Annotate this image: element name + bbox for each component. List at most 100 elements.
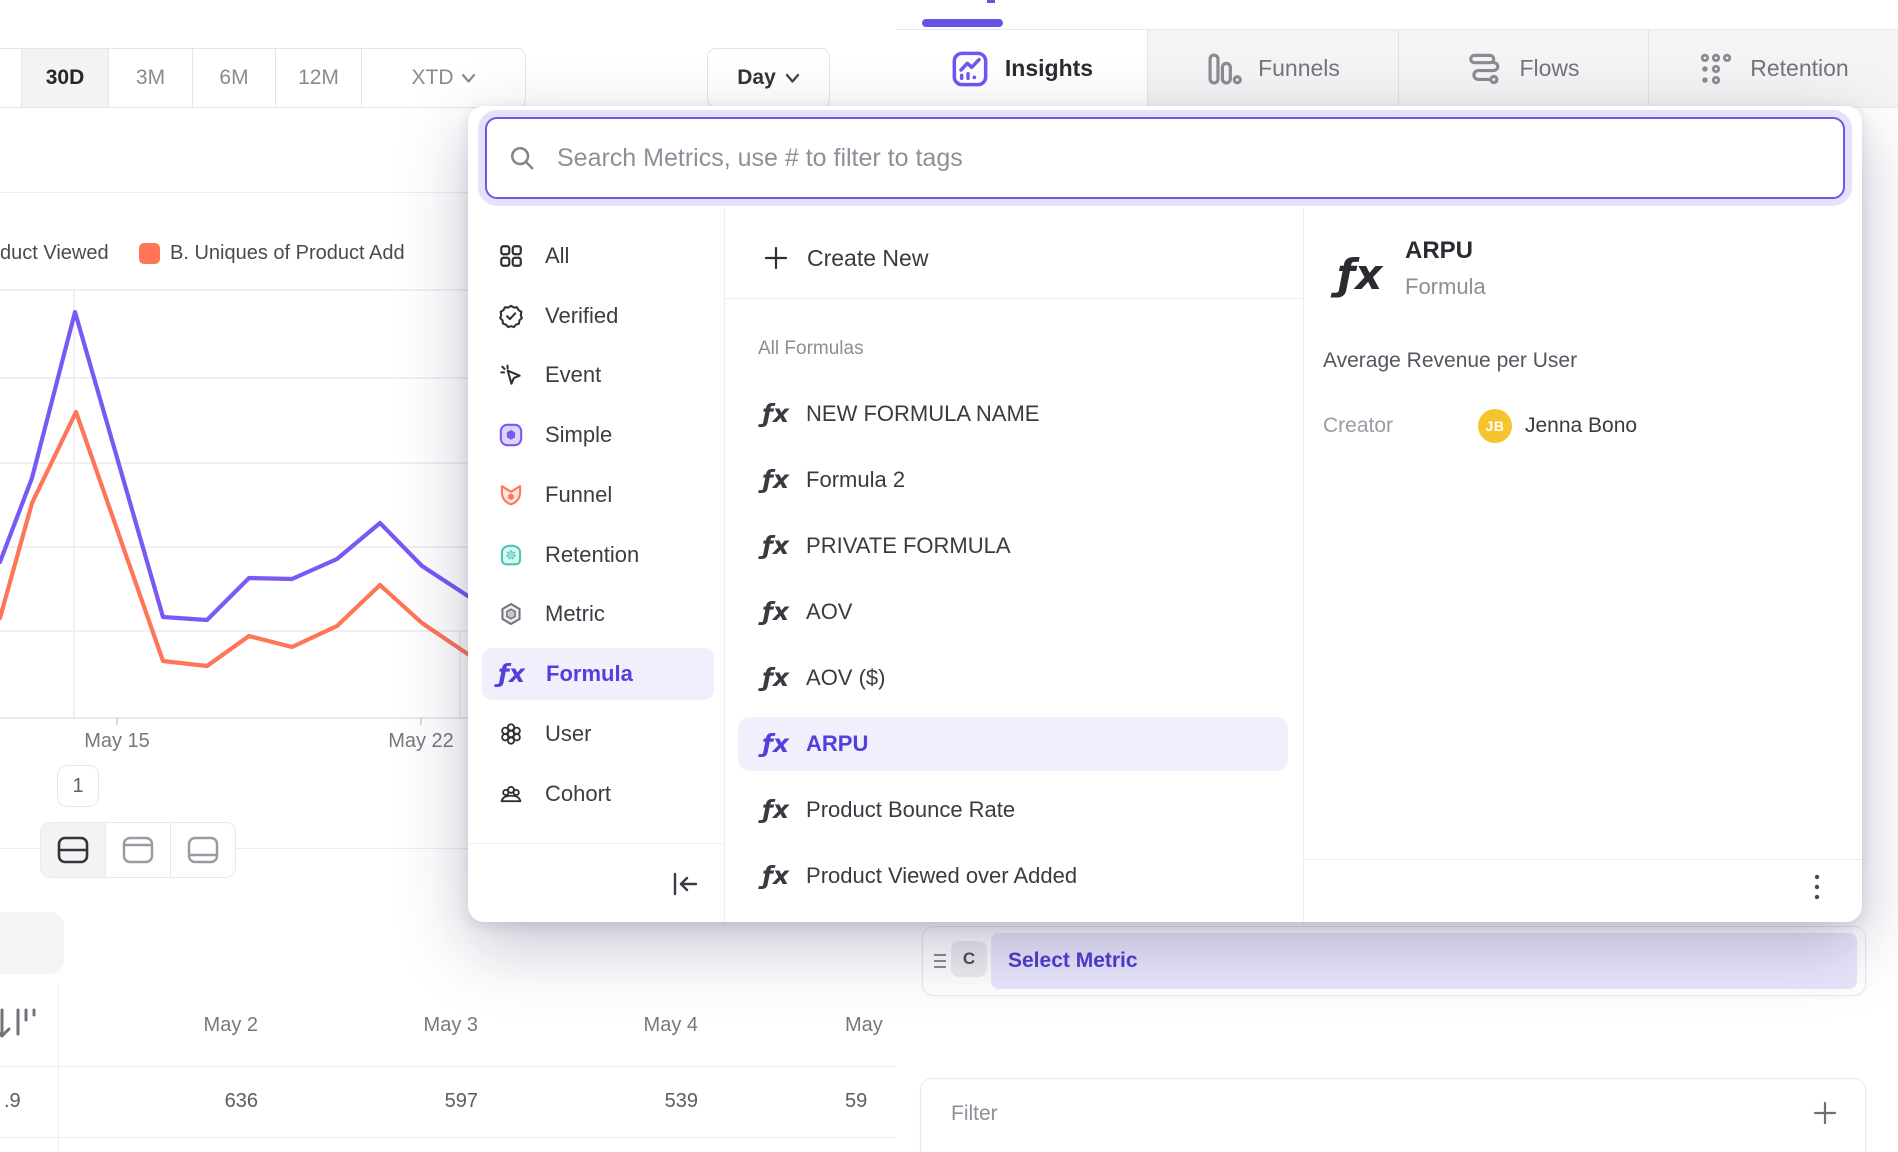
creator-row: Creator JB Jenna Bono xyxy=(1323,409,1637,443)
detail-title: ARPU xyxy=(1405,237,1474,264)
formula-item[interactable]: ƒx PRIVATE FORMULA xyxy=(762,530,1011,560)
date-range-3m[interactable]: 3M xyxy=(108,49,192,107)
filter-label: Filter xyxy=(951,1102,998,1125)
view-tab-strip: Insights Funnels Flows xyxy=(896,29,1898,108)
chart-table-divider xyxy=(0,848,896,849)
formula-fx-icon: ƒx xyxy=(762,464,790,494)
verified-badge-icon xyxy=(499,304,523,329)
category-retention[interactable]: Retention xyxy=(482,529,714,581)
layout-split-button[interactable] xyxy=(41,823,105,877)
toolbar-divider xyxy=(0,192,896,193)
x-tick-label-may22: May 22 xyxy=(388,730,454,752)
table-header-may4: May 4 xyxy=(643,1014,698,1036)
create-new-button[interactable]: Create New xyxy=(738,231,1288,285)
simple-metric-icon xyxy=(499,423,523,447)
table-cell-clipped-value: .9 xyxy=(4,1090,21,1112)
select-metric-button[interactable]: Select Metric xyxy=(991,933,1857,989)
creator-name: Jenna Bono xyxy=(1525,414,1638,437)
creator-avatar: JB xyxy=(1478,409,1512,443)
table-cell: 636 xyxy=(224,1090,258,1112)
category-formula[interactable]: ƒx Formula xyxy=(482,648,714,700)
clause-key-badge: C xyxy=(951,941,987,977)
event-cursor-icon xyxy=(500,364,521,385)
metric-clause-row[interactable]: C Select Metric xyxy=(922,926,1866,996)
date-range-12m[interactable]: 12M xyxy=(275,49,361,107)
breakdown-tab-clipped[interactable] xyxy=(0,912,64,974)
line-chart xyxy=(0,289,500,725)
tab-divider xyxy=(1147,30,1148,107)
retention-dots-icon xyxy=(1701,53,1732,84)
category-all[interactable]: All xyxy=(482,230,714,282)
detail-header: ARPU Formula xyxy=(1405,237,1486,300)
detail-type: Formula xyxy=(1405,274,1486,299)
date-range-30d[interactable]: 30D xyxy=(21,49,108,107)
series-b-line xyxy=(0,409,500,679)
plus-icon xyxy=(764,246,788,270)
formula-fx-icon: ƒx xyxy=(762,794,790,824)
x-tick-label-may15: May 15 xyxy=(84,730,150,752)
section-heading: All Formulas xyxy=(758,338,864,359)
detail-fx-icon: ƒx xyxy=(1337,250,1383,299)
formula-item-selected[interactable]: ƒx ARPU xyxy=(738,717,1288,771)
indicator-fragment xyxy=(987,0,995,3)
detail-description: Average Revenue per User xyxy=(1323,349,1578,372)
legend-item-b[interactable]: B. Uniques of Product Add xyxy=(170,242,405,264)
category-cohort[interactable]: Cohort xyxy=(482,768,714,820)
collapse-sidebar-icon[interactable] xyxy=(668,870,702,898)
pagination-page-1[interactable]: 1 xyxy=(57,765,99,807)
split-layout-icon xyxy=(57,836,89,864)
date-range-xtd[interactable]: XTD xyxy=(361,49,525,107)
funnel-metric-icon xyxy=(500,485,522,506)
metric-search-field xyxy=(485,117,1845,199)
granularity-dropdown[interactable]: Day xyxy=(707,48,830,108)
formula-fx-icon: ƒx xyxy=(762,530,790,560)
retention-metric-icon xyxy=(500,544,522,566)
creator-label: Creator xyxy=(1323,414,1394,437)
layout-chart-button[interactable] xyxy=(105,823,170,877)
bottom-bar-layout-icon xyxy=(187,836,219,864)
category-metric[interactable]: Metric xyxy=(482,588,714,640)
legend-item-a[interactable]: duct Viewed xyxy=(0,242,109,264)
tab-insights[interactable]: Insights xyxy=(896,30,1147,107)
kebab-menu-icon[interactable] xyxy=(1810,872,1824,904)
formula-item[interactable]: ƒx Product Bounce Rate xyxy=(762,794,1016,824)
flows-stream-icon xyxy=(1469,53,1500,84)
category-verified[interactable]: Verified xyxy=(482,290,714,342)
add-filter-icon[interactable] xyxy=(1811,1099,1839,1127)
metric-picker-modal: All Verified Event Simple xyxy=(468,106,1862,922)
detail-footer-divider xyxy=(1303,859,1862,860)
user-cluster-icon xyxy=(501,723,521,745)
drag-handle-icon[interactable] xyxy=(932,951,948,971)
formula-fx-icon: ƒx xyxy=(498,658,526,688)
layout-toggle-group xyxy=(40,822,236,878)
table-cell: 539 xyxy=(664,1090,698,1112)
search-input[interactable] xyxy=(555,142,1843,174)
create-new-divider xyxy=(724,298,1303,299)
sort-descending-icon[interactable] xyxy=(0,1006,36,1042)
table-header-may3: May 3 xyxy=(423,1014,478,1036)
category-event[interactable]: Event xyxy=(482,349,714,401)
category-funnel[interactable]: Funnel xyxy=(482,469,714,521)
formula-fx-icon: ƒx xyxy=(762,728,790,758)
tab-retention[interactable]: Retention xyxy=(1648,30,1898,107)
formula-item[interactable]: ƒx AOV ($) xyxy=(762,662,886,692)
category-simple[interactable]: Simple xyxy=(482,409,714,461)
formula-item[interactable]: ƒx Product Viewed over Added xyxy=(762,860,1078,890)
tab-funnels[interactable]: Funnels xyxy=(1147,30,1398,107)
filter-section: Filter xyxy=(920,1078,1866,1152)
date-range-6m[interactable]: 6M xyxy=(192,49,275,107)
funnels-bars-icon xyxy=(1208,52,1242,85)
category-user[interactable]: User xyxy=(482,708,714,760)
formula-item[interactable]: ƒx AOV xyxy=(762,596,853,626)
layout-table-button[interactable] xyxy=(170,823,235,877)
tab-flows[interactable]: Flows xyxy=(1398,30,1648,107)
top-bar-layout-icon xyxy=(122,836,154,864)
sidebar-footer-divider xyxy=(468,843,724,844)
table-cell-clipped: 59 xyxy=(845,1090,868,1112)
formula-item[interactable]: ƒx NEW FORMULA NAME xyxy=(762,398,1040,428)
formula-fx-icon: ƒx xyxy=(762,596,790,626)
date-range-clipped-segment[interactable] xyxy=(0,49,21,107)
formula-item[interactable]: ƒx Formula 2 xyxy=(762,464,906,494)
formula-fx-icon: ƒx xyxy=(762,860,790,890)
